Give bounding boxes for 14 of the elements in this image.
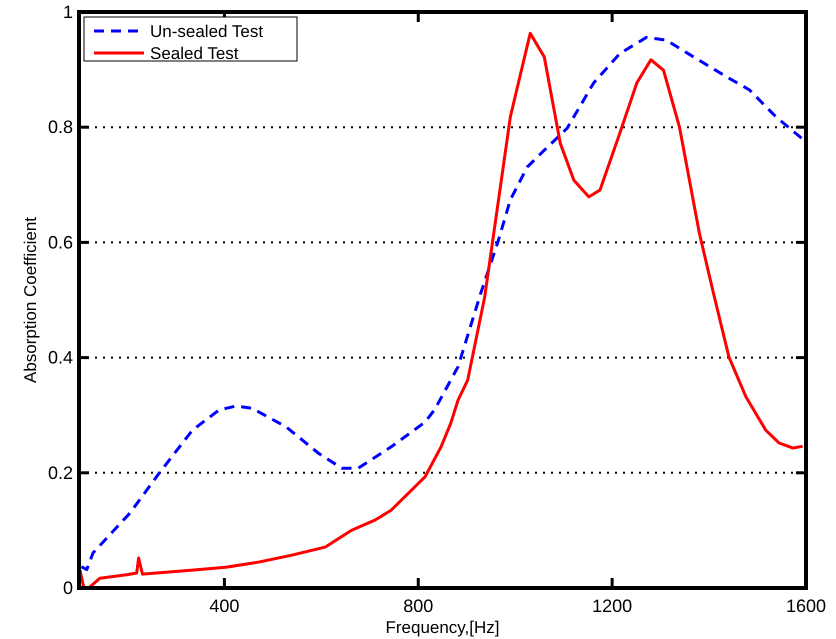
y-tick-label: 0 xyxy=(62,578,73,598)
x-tick-label: 800 xyxy=(403,596,434,616)
y-tick-label: 1 xyxy=(62,2,73,22)
x-tick-label: 1600 xyxy=(786,596,826,616)
x-axis-title: Frequency,[Hz] xyxy=(385,618,500,637)
y-tick-label: 0.8 xyxy=(48,117,73,138)
y-tick-label: 0.2 xyxy=(48,462,73,483)
y-tick-label: 0.6 xyxy=(48,232,73,252)
y-tick-label: 0.4 xyxy=(48,348,73,368)
y-axis-title: Absorption Coefficient xyxy=(21,216,40,384)
legend-label: Sealed Test xyxy=(150,44,239,63)
x-tick-label: 1200 xyxy=(592,596,632,616)
legend-label: Un-sealed Test xyxy=(150,22,264,41)
x-tick-label: 400 xyxy=(209,596,240,616)
